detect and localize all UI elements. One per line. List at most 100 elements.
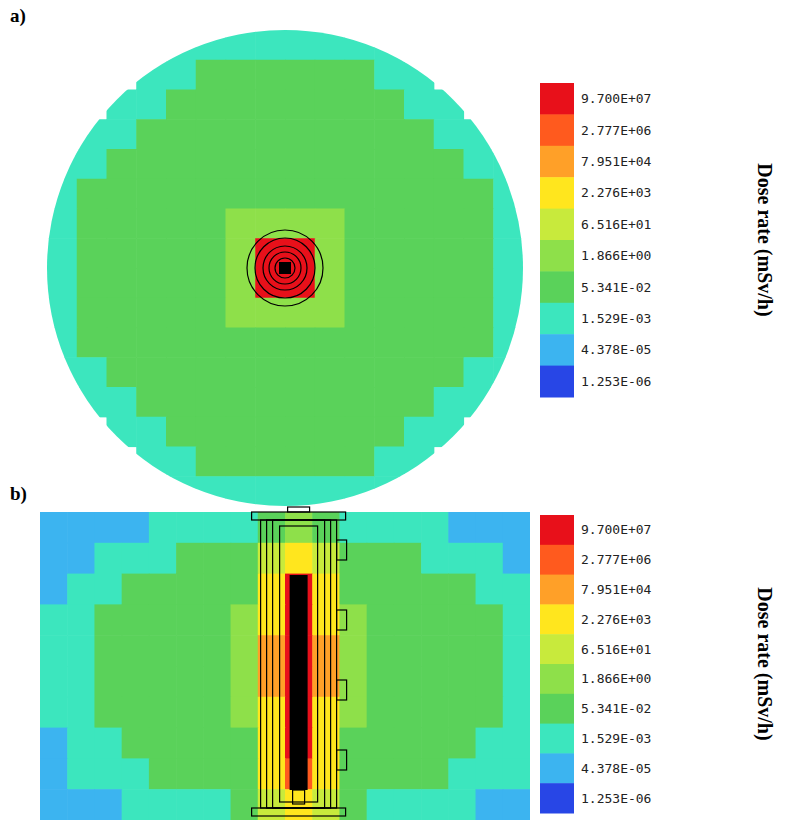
heatmap-cell bbox=[67, 758, 95, 789]
geometry-core bbox=[279, 262, 291, 274]
heatmap-cell bbox=[367, 512, 395, 543]
heatmap-cell bbox=[285, 476, 315, 506]
heatmap-cell bbox=[231, 666, 259, 697]
heatmap-cell bbox=[47, 149, 77, 179]
colorbar-tick-label: 1.253E-06 bbox=[581, 374, 651, 389]
heatmap-cell bbox=[176, 574, 204, 605]
heatmap-cell bbox=[476, 728, 504, 759]
heatmap-cell bbox=[166, 90, 196, 120]
heatmap-cell bbox=[231, 604, 259, 635]
heatmap-cell bbox=[345, 60, 375, 90]
colorbar-tick-label: 2.276E+03 bbox=[581, 612, 651, 627]
colorbar-swatch bbox=[540, 724, 574, 754]
geometry-ring bbox=[275, 258, 295, 278]
heatmap-cell bbox=[312, 543, 340, 574]
heatmap-cell bbox=[394, 697, 422, 728]
heatmap-cell bbox=[196, 119, 226, 149]
heatmap-cell bbox=[196, 357, 226, 387]
heatmap-cell bbox=[196, 238, 226, 268]
heatmap-cell bbox=[315, 476, 345, 506]
heatmap-cell bbox=[434, 209, 464, 239]
heatmap-cell bbox=[196, 387, 226, 417]
heatmap-cell bbox=[255, 179, 285, 209]
heatmap-cell bbox=[203, 666, 231, 697]
heatmap-cell bbox=[77, 357, 107, 387]
heatmap-cell bbox=[94, 543, 122, 574]
heatmap-cell bbox=[315, 357, 345, 387]
heatmap-cell bbox=[107, 209, 137, 239]
heatmap-cell bbox=[345, 268, 375, 298]
heatmap-cell bbox=[176, 512, 204, 543]
heatmap-cell bbox=[404, 209, 434, 239]
heatmap-cell bbox=[94, 604, 122, 635]
heatmap-cell bbox=[122, 758, 150, 789]
heatmap-cell bbox=[448, 574, 476, 605]
heatmap-cell bbox=[374, 417, 404, 447]
heatmap-cell bbox=[374, 447, 404, 477]
heatmap-cell bbox=[345, 119, 375, 149]
heatmap-cell bbox=[203, 697, 231, 728]
heatmap-cell bbox=[67, 789, 95, 820]
heatmap-cell bbox=[107, 119, 137, 149]
heatmap-cell bbox=[339, 543, 367, 574]
heatmap-cell bbox=[255, 119, 285, 149]
heatmap-cell bbox=[434, 268, 464, 298]
heatmap-cell bbox=[149, 697, 177, 728]
heatmap-cell bbox=[258, 666, 286, 697]
heatmap-cell bbox=[503, 758, 530, 789]
heatmap-cell bbox=[226, 30, 256, 60]
heatmap-cell bbox=[315, 60, 345, 90]
heatmap-cell bbox=[404, 119, 434, 149]
heatmap-cell bbox=[258, 758, 286, 789]
heatmap-cell bbox=[503, 666, 530, 697]
heatmap-cell bbox=[421, 574, 449, 605]
heatmap-cell bbox=[67, 604, 95, 635]
heatmap-cell bbox=[448, 635, 476, 666]
heatmap-cell bbox=[136, 90, 166, 120]
heatmap-cell bbox=[312, 728, 340, 759]
heatmap-cell bbox=[196, 447, 226, 477]
heatmap-cell bbox=[67, 697, 95, 728]
colorbar: 9.700E+072.777E+067.951E+042.276E+036.51… bbox=[540, 515, 652, 814]
geometry bbox=[252, 507, 347, 816]
heatmap-cell bbox=[345, 447, 375, 477]
heatmap-cell bbox=[421, 604, 449, 635]
colorbar-swatch bbox=[540, 177, 574, 209]
heatmap-cell bbox=[255, 60, 285, 90]
heatmap-cell bbox=[285, 209, 315, 239]
heatmap-cell bbox=[231, 512, 259, 543]
geometry-bump bbox=[337, 540, 347, 560]
panel-label: a) bbox=[10, 5, 26, 27]
colorbar-tick-label: 7.951E+04 bbox=[581, 154, 652, 169]
heatmap-cell bbox=[421, 697, 449, 728]
heatmap-cell bbox=[315, 238, 345, 268]
heatmap-cell bbox=[258, 574, 286, 605]
colorbar-tick-label: 4.378E-05 bbox=[581, 761, 651, 776]
heatmap-cell bbox=[94, 789, 122, 820]
heatmap-cell bbox=[196, 60, 226, 90]
heatmap-cell bbox=[503, 604, 530, 635]
heatmap-cell bbox=[374, 30, 404, 60]
heatmap-cell bbox=[345, 387, 375, 417]
heatmap-cell bbox=[136, 268, 166, 298]
heatmap-cell bbox=[312, 666, 340, 697]
colorbar-tick-label: 6.516E+01 bbox=[581, 642, 651, 657]
heatmap-cell bbox=[255, 447, 285, 477]
heatmap-cell bbox=[226, 268, 256, 298]
heatmap-cell bbox=[94, 666, 122, 697]
heatmap-cell bbox=[107, 268, 137, 298]
heatmap-cell bbox=[166, 149, 196, 179]
heatmap-cell bbox=[394, 574, 422, 605]
heatmap-cell bbox=[394, 543, 422, 574]
geometry-ring bbox=[269, 252, 301, 284]
heatmap-cell bbox=[176, 758, 204, 789]
heatmap-cell bbox=[107, 357, 137, 387]
heatmap-cell bbox=[203, 635, 231, 666]
heatmap-cell bbox=[196, 328, 226, 358]
heatmap-cell bbox=[231, 789, 259, 820]
heatmap-cell bbox=[176, 666, 204, 697]
heatmap-cell bbox=[285, 789, 313, 820]
heatmap-cell bbox=[136, 447, 166, 477]
heatmap-cell bbox=[367, 666, 395, 697]
geometry-bump bbox=[337, 750, 347, 770]
